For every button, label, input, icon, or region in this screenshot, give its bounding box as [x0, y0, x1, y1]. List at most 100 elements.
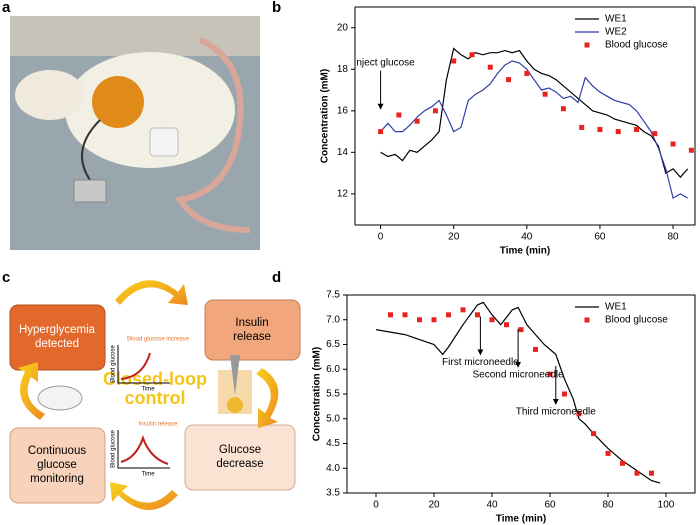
data-point: [446, 312, 451, 318]
y-tick-label: 14: [337, 147, 349, 158]
x-tick-label: 80: [602, 500, 614, 511]
mini-ylabel: Blood glucose: [111, 429, 117, 467]
data-point: [533, 346, 538, 352]
annotation: Third microneedle: [516, 407, 596, 418]
data-point: [417, 317, 422, 323]
y-tick-label: 16: [337, 105, 349, 116]
box-text: Continuous: [28, 445, 86, 457]
x-tick-label: 40: [486, 500, 498, 511]
mini-xlabel: Time: [141, 472, 155, 478]
mini-curve: [120, 434, 169, 465]
x-axis-label: Time (min): [500, 246, 550, 257]
y-tick-label: 6.0: [326, 364, 340, 375]
center-text: Closed-loop: [103, 369, 207, 389]
data-point: [597, 126, 603, 132]
data-point: [475, 312, 480, 318]
data-point: [396, 112, 402, 118]
y-tick-label: 18: [337, 64, 349, 75]
data-point: [634, 470, 640, 476]
mini-curve: [120, 352, 151, 380]
mini-axes: [117, 345, 170, 384]
y-axis-label: Concentration (mM): [320, 69, 331, 163]
x-tick-label: 20: [428, 500, 440, 511]
x-tick-label: 20: [448, 232, 460, 243]
legend-label: Blood glucose: [605, 40, 668, 51]
box-text: detected: [35, 338, 79, 350]
data-point: [487, 64, 493, 70]
data-point: [634, 126, 640, 132]
center-text: control: [125, 388, 186, 408]
annotation: Inject glucose: [354, 57, 416, 68]
data-point: [431, 317, 437, 323]
data-point: [504, 322, 509, 328]
y-tick-label: 12: [337, 188, 349, 199]
box-text: Glucose: [219, 444, 261, 456]
annotation: Second microneedle: [473, 369, 565, 380]
data-point: [615, 129, 621, 135]
box-text: release: [233, 331, 271, 343]
x-tick-label: 40: [521, 232, 533, 243]
y-tick-label: 6.5: [326, 339, 340, 350]
x-tick-label: 60: [544, 500, 556, 511]
y-tick-label: 7.0: [326, 314, 340, 325]
data-point: [518, 327, 524, 333]
mini-axes: [117, 430, 170, 469]
data-point: [605, 450, 611, 456]
data-point: [489, 317, 495, 323]
series-line: [375, 301, 661, 484]
annotation: First microneedle: [442, 357, 519, 368]
legend-label: WE1: [605, 302, 627, 313]
data-point: [649, 470, 654, 476]
legend-swatch: [584, 42, 590, 48]
mini-caption: Insulin release: [139, 422, 178, 428]
data-point: [524, 70, 530, 76]
data-point: [402, 312, 408, 318]
data-point: [688, 147, 694, 153]
panel-label: d: [272, 269, 281, 286]
data-point: [620, 460, 625, 466]
x-axis-label: Time (min): [496, 514, 546, 525]
box-text: Insulin: [235, 317, 268, 329]
x-tick-label: 100: [658, 500, 675, 511]
data-point: [652, 131, 658, 137]
y-tick-label: 4.0: [326, 463, 340, 474]
data-point: [560, 106, 566, 112]
box-text: glucose: [37, 459, 77, 471]
data-point: [670, 141, 676, 147]
box-text: Hyperglycemia: [19, 324, 96, 336]
plot-frame: [354, 6, 696, 226]
legend-label: WE1: [605, 14, 627, 25]
legend-label: Blood glucose: [605, 315, 668, 326]
data-point: [432, 108, 438, 114]
y-tick-label: 3.5: [326, 488, 340, 499]
panel-label: a: [2, 0, 11, 16]
photo: [10, 16, 260, 250]
data-point: [388, 312, 393, 318]
y-tick-label: 4.5: [326, 438, 340, 449]
data-point: [591, 431, 596, 437]
data-point: [469, 52, 475, 58]
legend-swatch: [584, 317, 590, 323]
data-point: [451, 58, 457, 64]
x-tick-label: 80: [668, 232, 680, 243]
data-point: [576, 411, 582, 417]
y-tick-label: 5.5: [326, 389, 340, 400]
mini-caption: Blood glucose increase: [127, 337, 190, 343]
y-tick-label: 20: [337, 22, 349, 33]
y-tick-label: 7.5: [326, 290, 340, 301]
y-axis-label: Concentration (mM): [312, 347, 323, 441]
series-line: [380, 60, 688, 199]
box-text: decrease: [216, 458, 263, 470]
x-tick-label: 0: [378, 232, 384, 243]
data-point: [579, 124, 585, 130]
data-point: [547, 371, 553, 377]
mini-xlabel: Time: [141, 387, 155, 393]
diagram-shapes: [9, 280, 301, 510]
y-tick-label: 5.0: [326, 413, 340, 424]
data-point: [506, 77, 512, 83]
box-text: monitoring: [30, 473, 84, 485]
x-tick-label: 60: [594, 232, 606, 243]
x-tick-label: 0: [373, 500, 379, 511]
data-point: [542, 91, 548, 97]
